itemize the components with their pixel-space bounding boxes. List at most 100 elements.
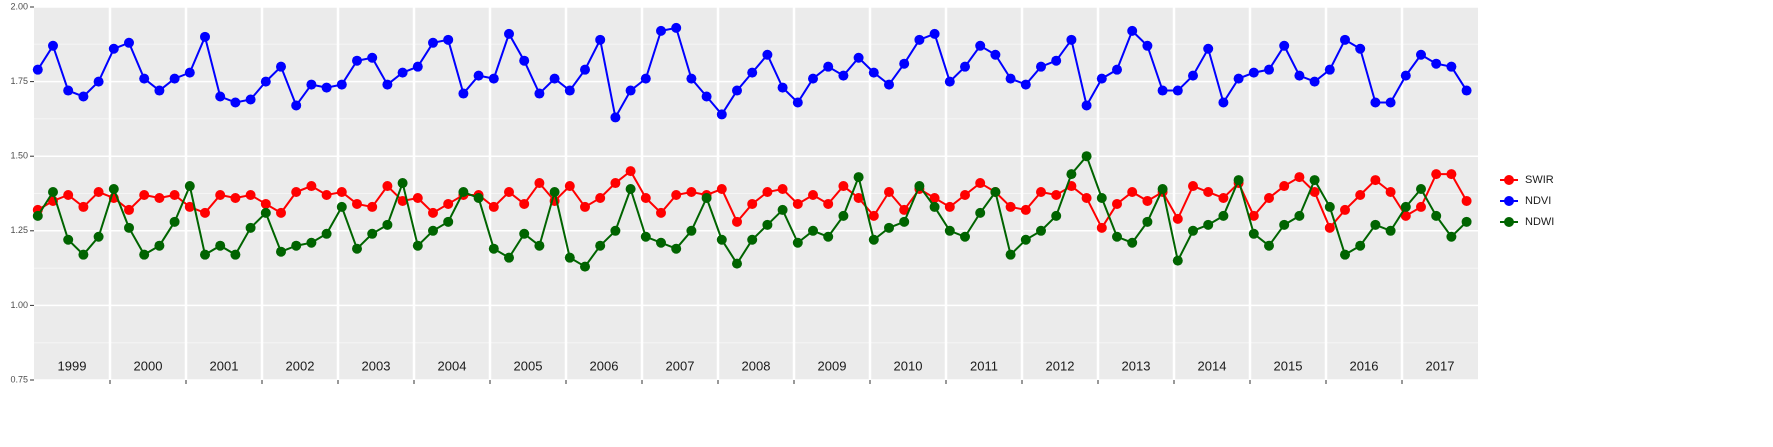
point: [716, 184, 727, 195]
point: [1385, 187, 1396, 198]
point: [747, 198, 758, 209]
point: [291, 187, 302, 198]
point: [93, 187, 104, 198]
point: [397, 67, 408, 78]
point: [124, 204, 134, 215]
point: [93, 76, 104, 87]
point: [929, 28, 940, 39]
point: [1461, 216, 1472, 227]
point: [321, 228, 332, 239]
point: [260, 207, 271, 218]
point: [1005, 73, 1016, 84]
point: [336, 187, 347, 198]
point: [336, 201, 347, 212]
point: [686, 73, 697, 84]
point: [868, 67, 879, 78]
point: [139, 249, 150, 260]
point: [1294, 70, 1305, 81]
point: [1324, 201, 1335, 212]
point: [519, 198, 530, 209]
point: [975, 40, 986, 51]
point: [1385, 97, 1396, 108]
point: [397, 195, 408, 206]
point: [1431, 210, 1442, 221]
y-tick-label: 1.75: [10, 76, 28, 86]
point: [458, 88, 469, 99]
y-tick-label: 1.00: [10, 300, 28, 310]
point: [78, 249, 89, 260]
point: [1309, 187, 1320, 198]
point: [443, 198, 454, 209]
x-tick-label: 2012: [1046, 358, 1075, 373]
point: [808, 225, 818, 236]
point: [1294, 172, 1305, 183]
point: [230, 192, 241, 203]
point: [990, 49, 1001, 60]
point: [124, 37, 134, 48]
point: [1370, 219, 1381, 230]
point: [853, 52, 864, 63]
legend-label: NDWI: [1525, 216, 1554, 228]
point: [108, 43, 119, 54]
point: [1020, 79, 1031, 90]
point: [215, 91, 226, 102]
x-tick-label: 2007: [666, 358, 695, 373]
point: [580, 64, 590, 75]
point: [914, 181, 925, 192]
point: [1218, 210, 1229, 221]
point: [1416, 49, 1426, 60]
point: [1416, 184, 1426, 195]
point: [1370, 97, 1381, 108]
point: [367, 228, 378, 239]
point: [1188, 70, 1198, 81]
point: [321, 82, 332, 93]
point: [1051, 210, 1062, 221]
point: [154, 240, 165, 251]
point: [838, 181, 849, 192]
y-tick-label: 2.00: [10, 1, 28, 11]
point: [899, 216, 910, 227]
point: [1233, 175, 1244, 186]
point: [412, 240, 423, 251]
point: [838, 70, 849, 81]
point: [519, 55, 530, 66]
point: [747, 234, 758, 245]
point: [1203, 43, 1214, 54]
point: [169, 216, 180, 227]
point: [580, 201, 590, 212]
point: [884, 187, 894, 198]
point: [1279, 181, 1290, 192]
point: [1385, 225, 1396, 236]
x-tick-label: 2013: [1122, 358, 1151, 373]
point: [777, 204, 788, 215]
point: [838, 210, 849, 221]
point: [1248, 228, 1259, 239]
point: [184, 201, 195, 212]
point: [1233, 73, 1244, 84]
point: [1081, 100, 1092, 111]
point: [853, 192, 864, 203]
point: [1188, 225, 1198, 236]
point: [823, 231, 834, 242]
point: [656, 237, 666, 248]
point: [428, 207, 438, 218]
point: [1248, 210, 1259, 221]
point: [230, 249, 241, 260]
point: [960, 61, 970, 72]
point: [1324, 222, 1335, 233]
point: [1461, 195, 1472, 206]
point: [200, 249, 210, 260]
point: [975, 207, 986, 218]
point: [1112, 64, 1122, 75]
point: [960, 231, 970, 242]
point: [762, 219, 773, 230]
point: [1446, 231, 1457, 242]
point: [580, 261, 590, 272]
point: [1020, 234, 1031, 245]
point: [488, 201, 499, 212]
point: [260, 76, 271, 87]
point: [1142, 216, 1153, 227]
point: [1020, 204, 1031, 215]
point: [990, 187, 1001, 198]
point: [792, 97, 803, 108]
